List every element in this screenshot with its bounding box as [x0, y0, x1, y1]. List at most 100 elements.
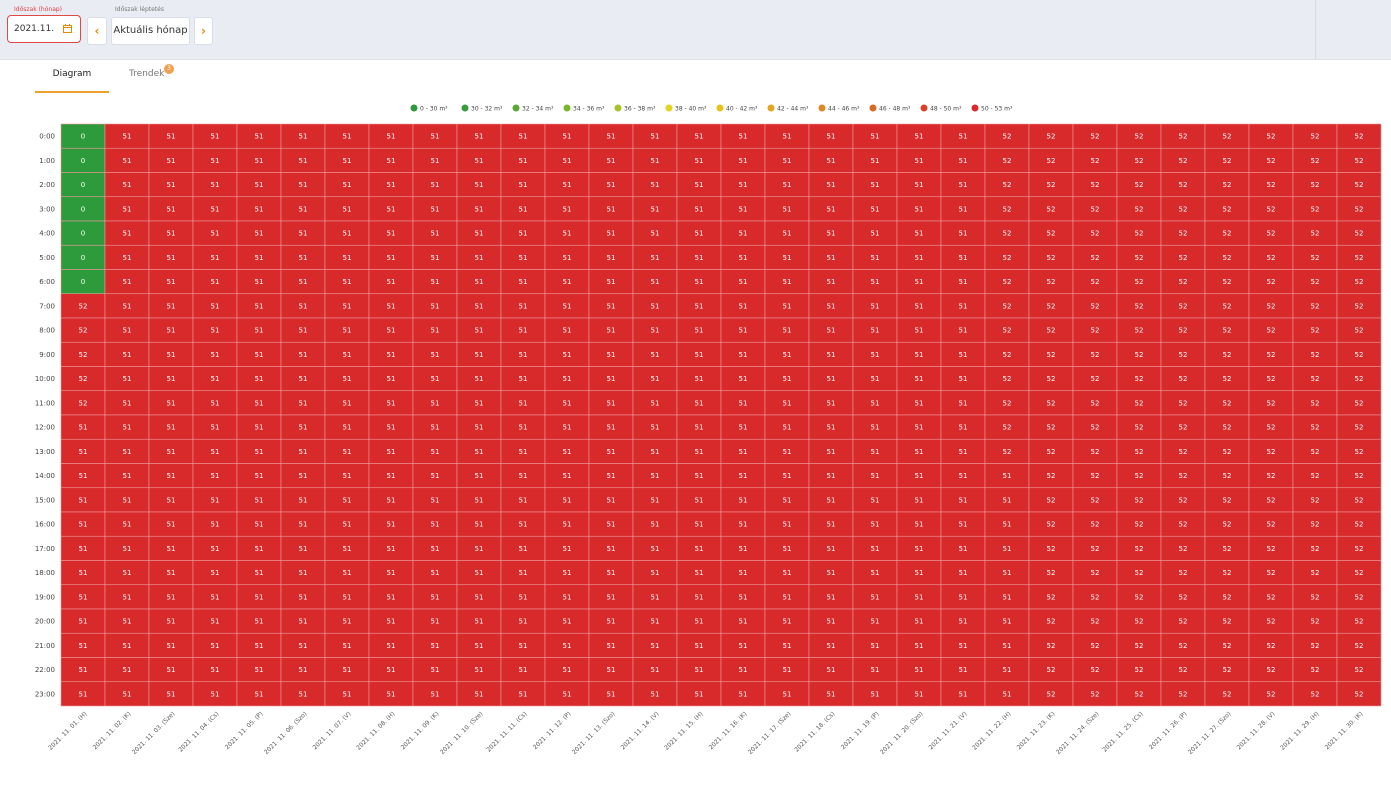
- x-tick-label: 2021. 11. 17. (Sze): [747, 710, 792, 755]
- heatmap-cell: [544, 560, 590, 586]
- heatmap-cell: [1160, 147, 1206, 173]
- cell-label: 51: [959, 157, 968, 165]
- cell-label: 52: [1003, 254, 1012, 262]
- heatmap-cell: [1336, 293, 1382, 319]
- heatmap-cell: [412, 632, 458, 658]
- heatmap-cell: [588, 390, 634, 416]
- cell-label: 51: [915, 690, 924, 698]
- heatmap-cell: [1292, 390, 1338, 416]
- heatmap-cell: [148, 681, 194, 707]
- cell-label: 52: [1091, 545, 1100, 553]
- prev-button[interactable]: ‹: [87, 17, 107, 45]
- heatmap-cell: [280, 632, 326, 658]
- field-label: Időszak (hónap): [14, 6, 63, 13]
- cell-label: 51: [79, 618, 88, 626]
- cell-label: 51: [519, 375, 528, 383]
- heatmap-cell: [1292, 147, 1338, 173]
- heatmap-cell: [148, 487, 194, 513]
- cell-label: 52: [1311, 448, 1320, 456]
- heatmap-cell: [60, 220, 106, 246]
- y-tick-label: 22:00: [35, 666, 55, 674]
- heatmap-cell: [808, 511, 854, 537]
- cell-label: 51: [563, 351, 572, 359]
- cell-label: 51: [695, 278, 704, 286]
- cell-label: 52: [1179, 424, 1188, 432]
- heatmap-cell: [1204, 123, 1250, 149]
- legend-label: 34 - 36 m³: [573, 106, 605, 113]
- heatmap-cell: [720, 341, 766, 367]
- y-tick-label: 20:00: [35, 618, 55, 626]
- cell-label: 51: [343, 569, 352, 577]
- cell-label: 52: [1091, 642, 1100, 650]
- cell-label: 51: [255, 302, 264, 310]
- next-button[interactable]: ›: [194, 17, 213, 45]
- heatmap-cell: [1028, 560, 1074, 586]
- heatmap-cell: [632, 172, 678, 198]
- cell-label: 52: [1179, 133, 1188, 141]
- cell-label: 51: [475, 642, 484, 650]
- heatmap-cell: [1336, 584, 1382, 610]
- heatmap-cell: [412, 584, 458, 610]
- heatmap-cell: [1116, 123, 1162, 149]
- heatmap-cell: [1116, 681, 1162, 707]
- cell-label: 51: [167, 521, 176, 529]
- cell-label: 51: [827, 642, 836, 650]
- cell-label: 51: [695, 642, 704, 650]
- heatmap-cell: [1248, 584, 1294, 610]
- heatmap-cell: [1028, 608, 1074, 634]
- legend-label: 32 - 34 m³: [522, 106, 554, 113]
- cell-label: 52: [1223, 133, 1232, 141]
- cell-label: 51: [387, 399, 396, 407]
- heatmap-cell: [236, 366, 282, 392]
- heatmap-cell: [236, 608, 282, 634]
- heatmap-cell: [280, 657, 326, 683]
- heatmap-cell: [1336, 147, 1382, 173]
- current-month-button[interactable]: Aktuális hónap: [111, 17, 190, 45]
- heatmap-cell: [896, 681, 942, 707]
- cell-label: 51: [387, 278, 396, 286]
- cell-label: 51: [1003, 569, 1012, 577]
- cell-label: 52: [1179, 278, 1188, 286]
- heatmap-cell: [104, 463, 150, 489]
- heatmap-cell: [720, 632, 766, 658]
- heatmap-cell: [676, 269, 722, 295]
- month-input[interactable]: 2021.11.: [7, 15, 81, 43]
- tab[interactable]: Diagram: [35, 69, 109, 93]
- cell-label: 51: [783, 327, 792, 335]
- cell-label: 51: [167, 133, 176, 141]
- cell-label: 52: [1091, 496, 1100, 504]
- cell-label: 51: [211, 690, 220, 698]
- heatmap-cell: [1028, 511, 1074, 537]
- cell-label: 52: [1267, 181, 1276, 189]
- heatmap-cell: [720, 608, 766, 634]
- cell-label: 52: [1003, 424, 1012, 432]
- cell-label: 51: [79, 424, 88, 432]
- cell-label: 51: [827, 157, 836, 165]
- cell-label: 51: [387, 642, 396, 650]
- cell-label: 51: [167, 448, 176, 456]
- cell-label: 51: [211, 327, 220, 335]
- heatmap-cell: [1292, 123, 1338, 149]
- cell-label: 52: [1223, 230, 1232, 238]
- cell-label: 52: [1179, 496, 1188, 504]
- cell-label: 52: [1003, 133, 1012, 141]
- heatmap-cell: [60, 657, 106, 683]
- heatmap-cell: [632, 123, 678, 149]
- heatmap-cell: [324, 414, 370, 440]
- cell-label: 52: [1047, 351, 1056, 359]
- heatmap-cell: [412, 608, 458, 634]
- cell-label: 51: [211, 472, 220, 480]
- cell-label: 52: [1355, 545, 1364, 553]
- heatmap-cell: [852, 681, 898, 707]
- cell-label: 52: [1003, 327, 1012, 335]
- heatmap-cell: [192, 172, 238, 198]
- cell-label: 52: [1047, 424, 1056, 432]
- heatmap-cell: [852, 438, 898, 464]
- y-tick-label: 4:00: [39, 230, 55, 238]
- heatmap-cell: [984, 560, 1030, 586]
- heatmap-cell: [236, 341, 282, 367]
- tab[interactable]: Trendek: [129, 69, 165, 79]
- heatmap-cell: [104, 123, 150, 149]
- heatmap-cell: [104, 681, 150, 707]
- cell-label: 51: [211, 496, 220, 504]
